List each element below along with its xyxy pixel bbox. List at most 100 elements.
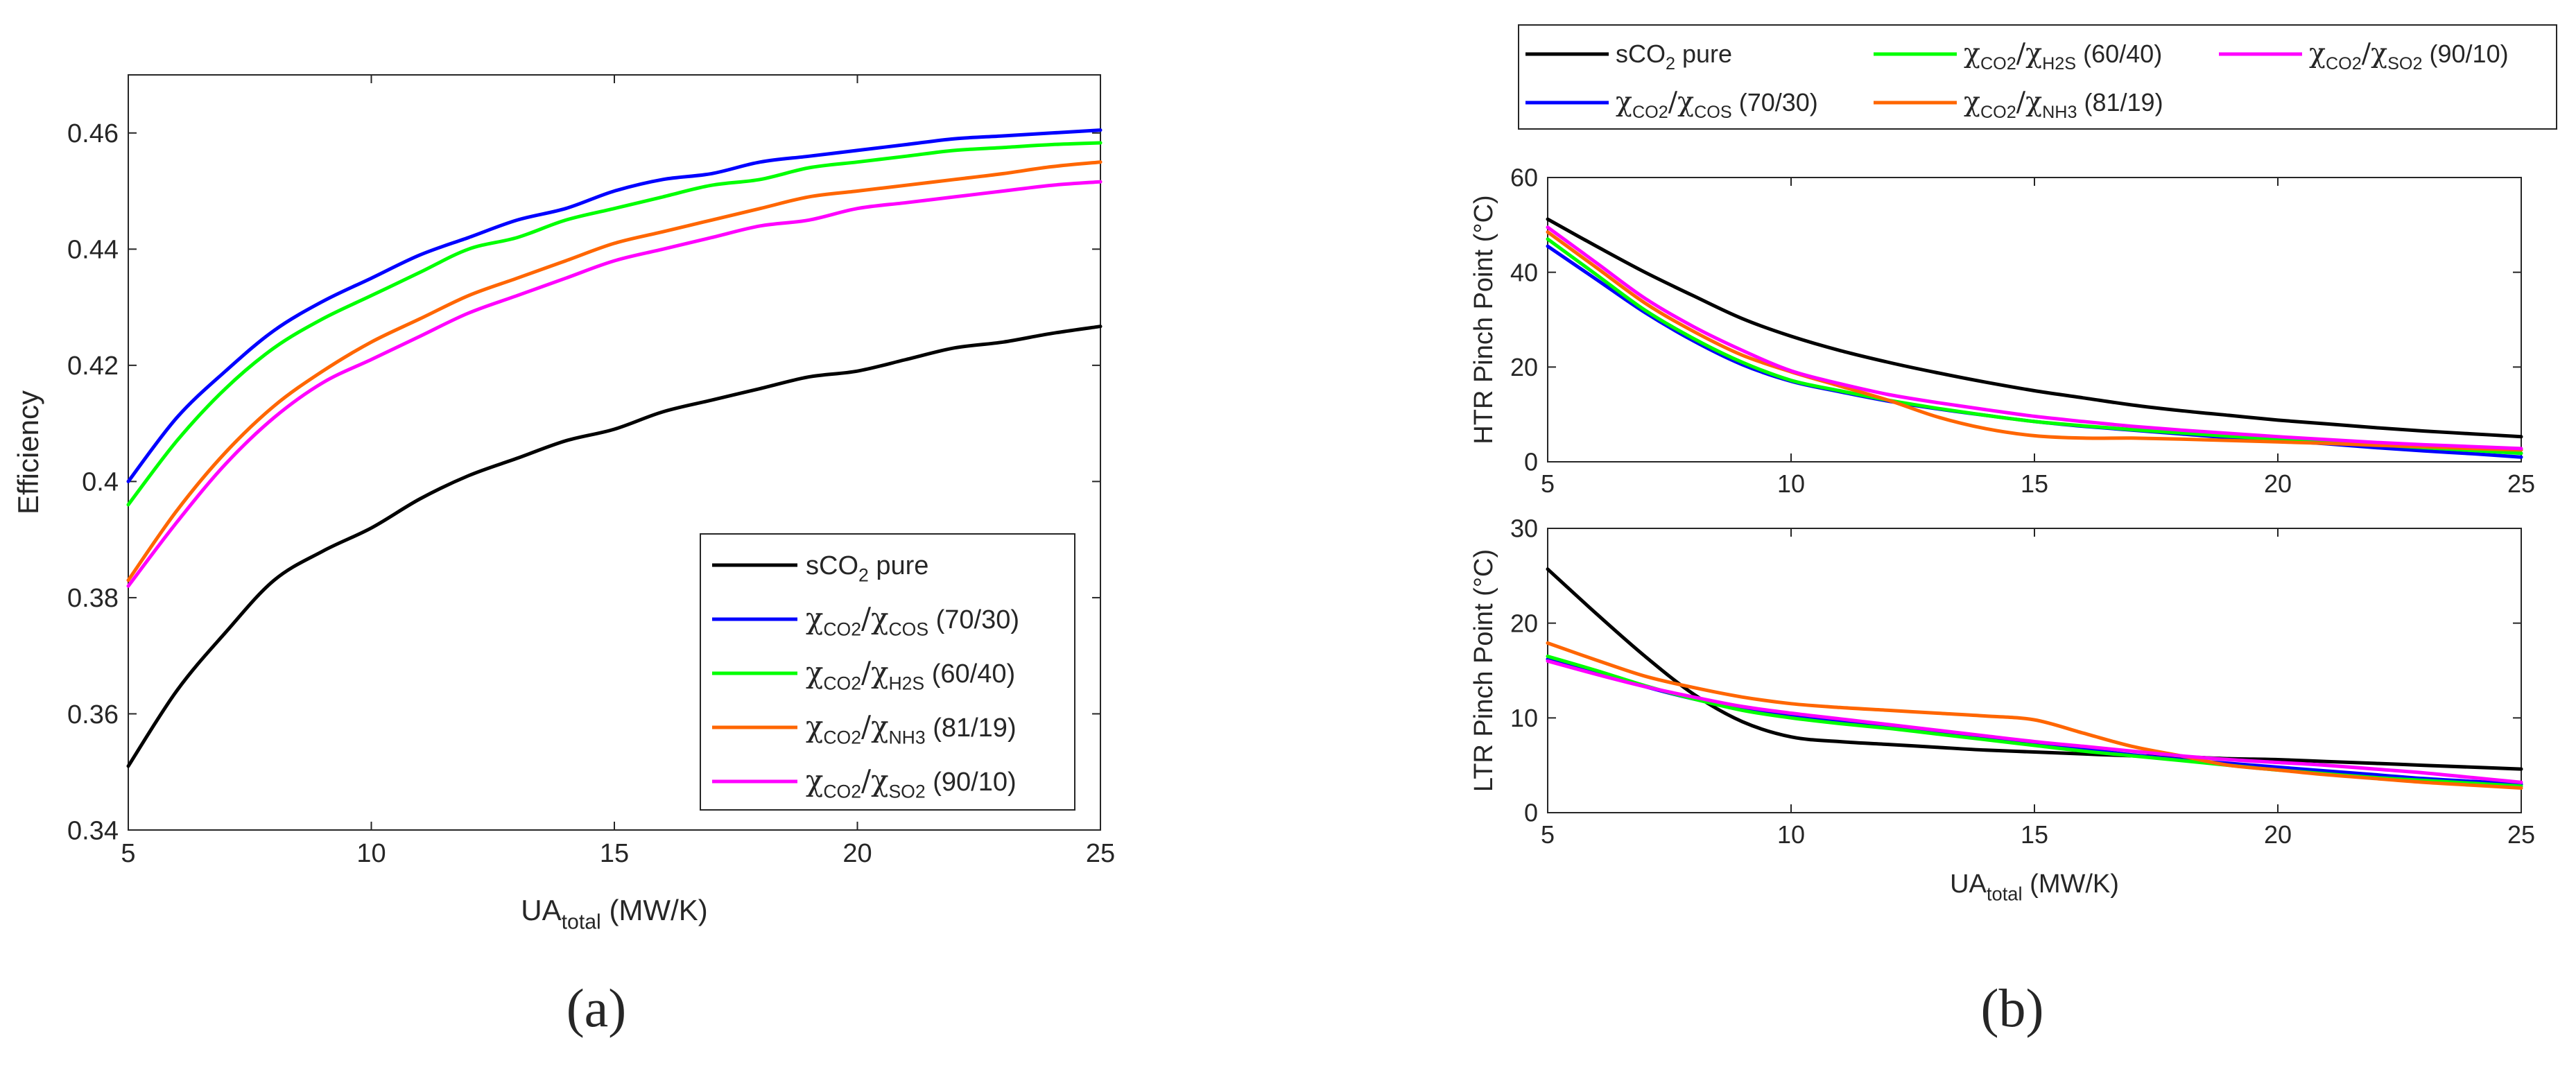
legend-label-h2s: χCO2/χH2S (60/40)	[1964, 37, 2162, 74]
x-tick-label: 25	[1086, 839, 1115, 868]
legend-text: sCO	[806, 551, 858, 580]
x-axis-label-subscript: total	[1987, 883, 2023, 904]
x-axis-label-main: UA	[521, 894, 561, 926]
panel-a: 5 10 15 20 25 0.34 0.36 0.38 0.4 0.42 0.44 0.46 Effi…	[12, 74, 1115, 1038]
legend-label-so2: χCO2/χSO2 (90/10)	[2309, 37, 2509, 74]
x-tick-label: 15	[600, 839, 629, 868]
y-tick-label: 20	[1510, 353, 1538, 381]
legend-chi: χ	[1964, 37, 1980, 69]
panel-b-bottom-plot: 5 10 15 20 25 0 10 20 30 LTR Pinch Point (°C) UAto…	[1469, 515, 2535, 905]
legend-subscript: COS	[888, 619, 928, 640]
legend-chi: /χ	[861, 601, 888, 635]
legend-subscript: CO2	[1980, 103, 2016, 122]
y-tick-label: 30	[1510, 515, 1538, 543]
y-tick-label: 10	[1510, 704, 1538, 732]
legend-subscript: H2S	[2042, 54, 2076, 74]
panel-a-plot: 5 10 15 20 25 0.34 0.36 0.38 0.4 0.42 0.44 0.46 Effi…	[12, 74, 1115, 934]
y-axis-label: LTR Pinch Point (°C)	[1469, 549, 1498, 792]
legend-subscript: SO2	[888, 781, 925, 802]
legend-chi: /χ	[861, 709, 888, 743]
x-axis-label-main: UA	[1950, 870, 1987, 899]
y-tick-label: 0.38	[67, 584, 119, 613]
legend-text-tail: (81/19)	[2077, 88, 2163, 116]
y-tick-label: 0.34	[67, 816, 119, 845]
x-axis-label-unit: (MW/K)	[2023, 870, 2119, 899]
legend-chi: χ	[806, 709, 823, 743]
legend-chi: χ	[1616, 86, 1632, 118]
y-tick-label: 40	[1510, 258, 1538, 286]
series-line-cos	[126, 128, 1103, 483]
legend-label-cos: χCO2/χCOS (70/30)	[1616, 86, 1818, 122]
y-tick-label: 20	[1510, 609, 1538, 637]
legend-label-pure: sCO2 pure	[806, 551, 928, 586]
legend-text-tail: (81/19)	[926, 714, 1017, 743]
panel-b-top-plot: 5 10 15 20 25 0 20 40 60 HTR Pinch Point (°C)	[1469, 164, 2535, 498]
legend-chi: /χ	[861, 655, 888, 689]
x-tick-label: 10	[356, 839, 386, 868]
panel-b-label: (b)	[1981, 978, 2044, 1038]
series-line-pure	[1546, 217, 2523, 439]
series-line-pure	[1546, 567, 2523, 771]
x-tick-label: 10	[1777, 820, 1805, 849]
legend-subscript: CO2	[823, 727, 861, 748]
legend-chi: /χ	[2016, 37, 2042, 69]
legend-text-tail: (90/10)	[926, 768, 1017, 797]
x-axis-label: UAtotal (MW/K)	[1950, 870, 2119, 904]
legend-text-tail: (90/10)	[2423, 40, 2509, 68]
legend-chi: χ	[806, 655, 823, 689]
x-tick-label: 20	[2264, 469, 2292, 498]
legend-subscript: 2	[1666, 54, 1675, 74]
legend-text-tail: pure	[869, 551, 929, 580]
y-axis-label: HTR Pinch Point (°C)	[1469, 195, 1498, 444]
legend-chi: /χ	[861, 763, 888, 797]
x-axis-label-subscript: total	[562, 911, 601, 934]
y-axis-label: Efficiency	[12, 390, 44, 515]
legend-subscript: H2S	[888, 673, 924, 694]
x-tick-label: 15	[2021, 469, 2048, 498]
y-tick-label: 0.42	[67, 352, 119, 381]
x-tick-label: 25	[2507, 820, 2535, 849]
series-line-nh3	[1546, 230, 2523, 452]
legend-subscript: 2	[858, 565, 869, 586]
legend-text-tail: (70/30)	[1732, 88, 1818, 116]
y-tick-label: 0	[1524, 799, 1538, 827]
legend-chi: χ	[806, 763, 823, 797]
x-tick-label: 20	[842, 839, 872, 868]
series-line-pure	[126, 325, 1103, 768]
legend-box	[1518, 24, 2557, 130]
legend-text-tail: (60/40)	[2076, 40, 2162, 68]
x-tick-label: 5	[121, 839, 135, 868]
legend-label-pure: sCO2 pure	[1616, 40, 1732, 74]
legend-subscript: CO2	[2326, 54, 2362, 74]
legend-chi: χ	[1964, 86, 1980, 118]
legend-subscript: COS	[1694, 103, 1732, 122]
series-line-so2	[1546, 225, 2523, 451]
y-tick-label: 0.46	[67, 119, 119, 148]
y-tick-label: 0.4	[82, 468, 119, 497]
legend-subscript: CO2	[823, 781, 861, 802]
y-tick-label: 0	[1524, 448, 1538, 476]
y-tick-label: 60	[1510, 164, 1538, 192]
legend-text-tail: (60/40)	[924, 659, 1015, 689]
legend-text-tail: pure	[1675, 40, 1732, 68]
plot-area	[1547, 528, 2522, 813]
legend-chi: χ	[2309, 37, 2326, 69]
legend-subscript: CO2	[1632, 103, 1668, 122]
x-axis-label-unit: (MW/K)	[601, 894, 708, 926]
series-line-nh3	[126, 160, 1103, 582]
legend-label-h2s: χCO2/χH2S (60/40)	[806, 655, 1015, 694]
legend-label-nh3: χCO2/χNH3 (81/19)	[806, 709, 1017, 748]
legend-label-nh3: χCO2/χNH3 (81/19)	[1964, 86, 2163, 122]
legend-subscript: SO2	[2387, 54, 2422, 74]
legend-text-tail: (70/30)	[928, 605, 1019, 634]
legend-chi: /χ	[2016, 86, 2042, 118]
x-tick-label: 15	[2021, 820, 2048, 849]
y-tick-label: 0.44	[67, 236, 119, 265]
legend-subscript: NH3	[888, 727, 925, 748]
legend-subscript: NH3	[2042, 103, 2077, 122]
series-line-so2	[126, 180, 1103, 588]
x-tick-label: 5	[1541, 469, 1555, 498]
x-tick-label: 10	[1777, 469, 1805, 498]
